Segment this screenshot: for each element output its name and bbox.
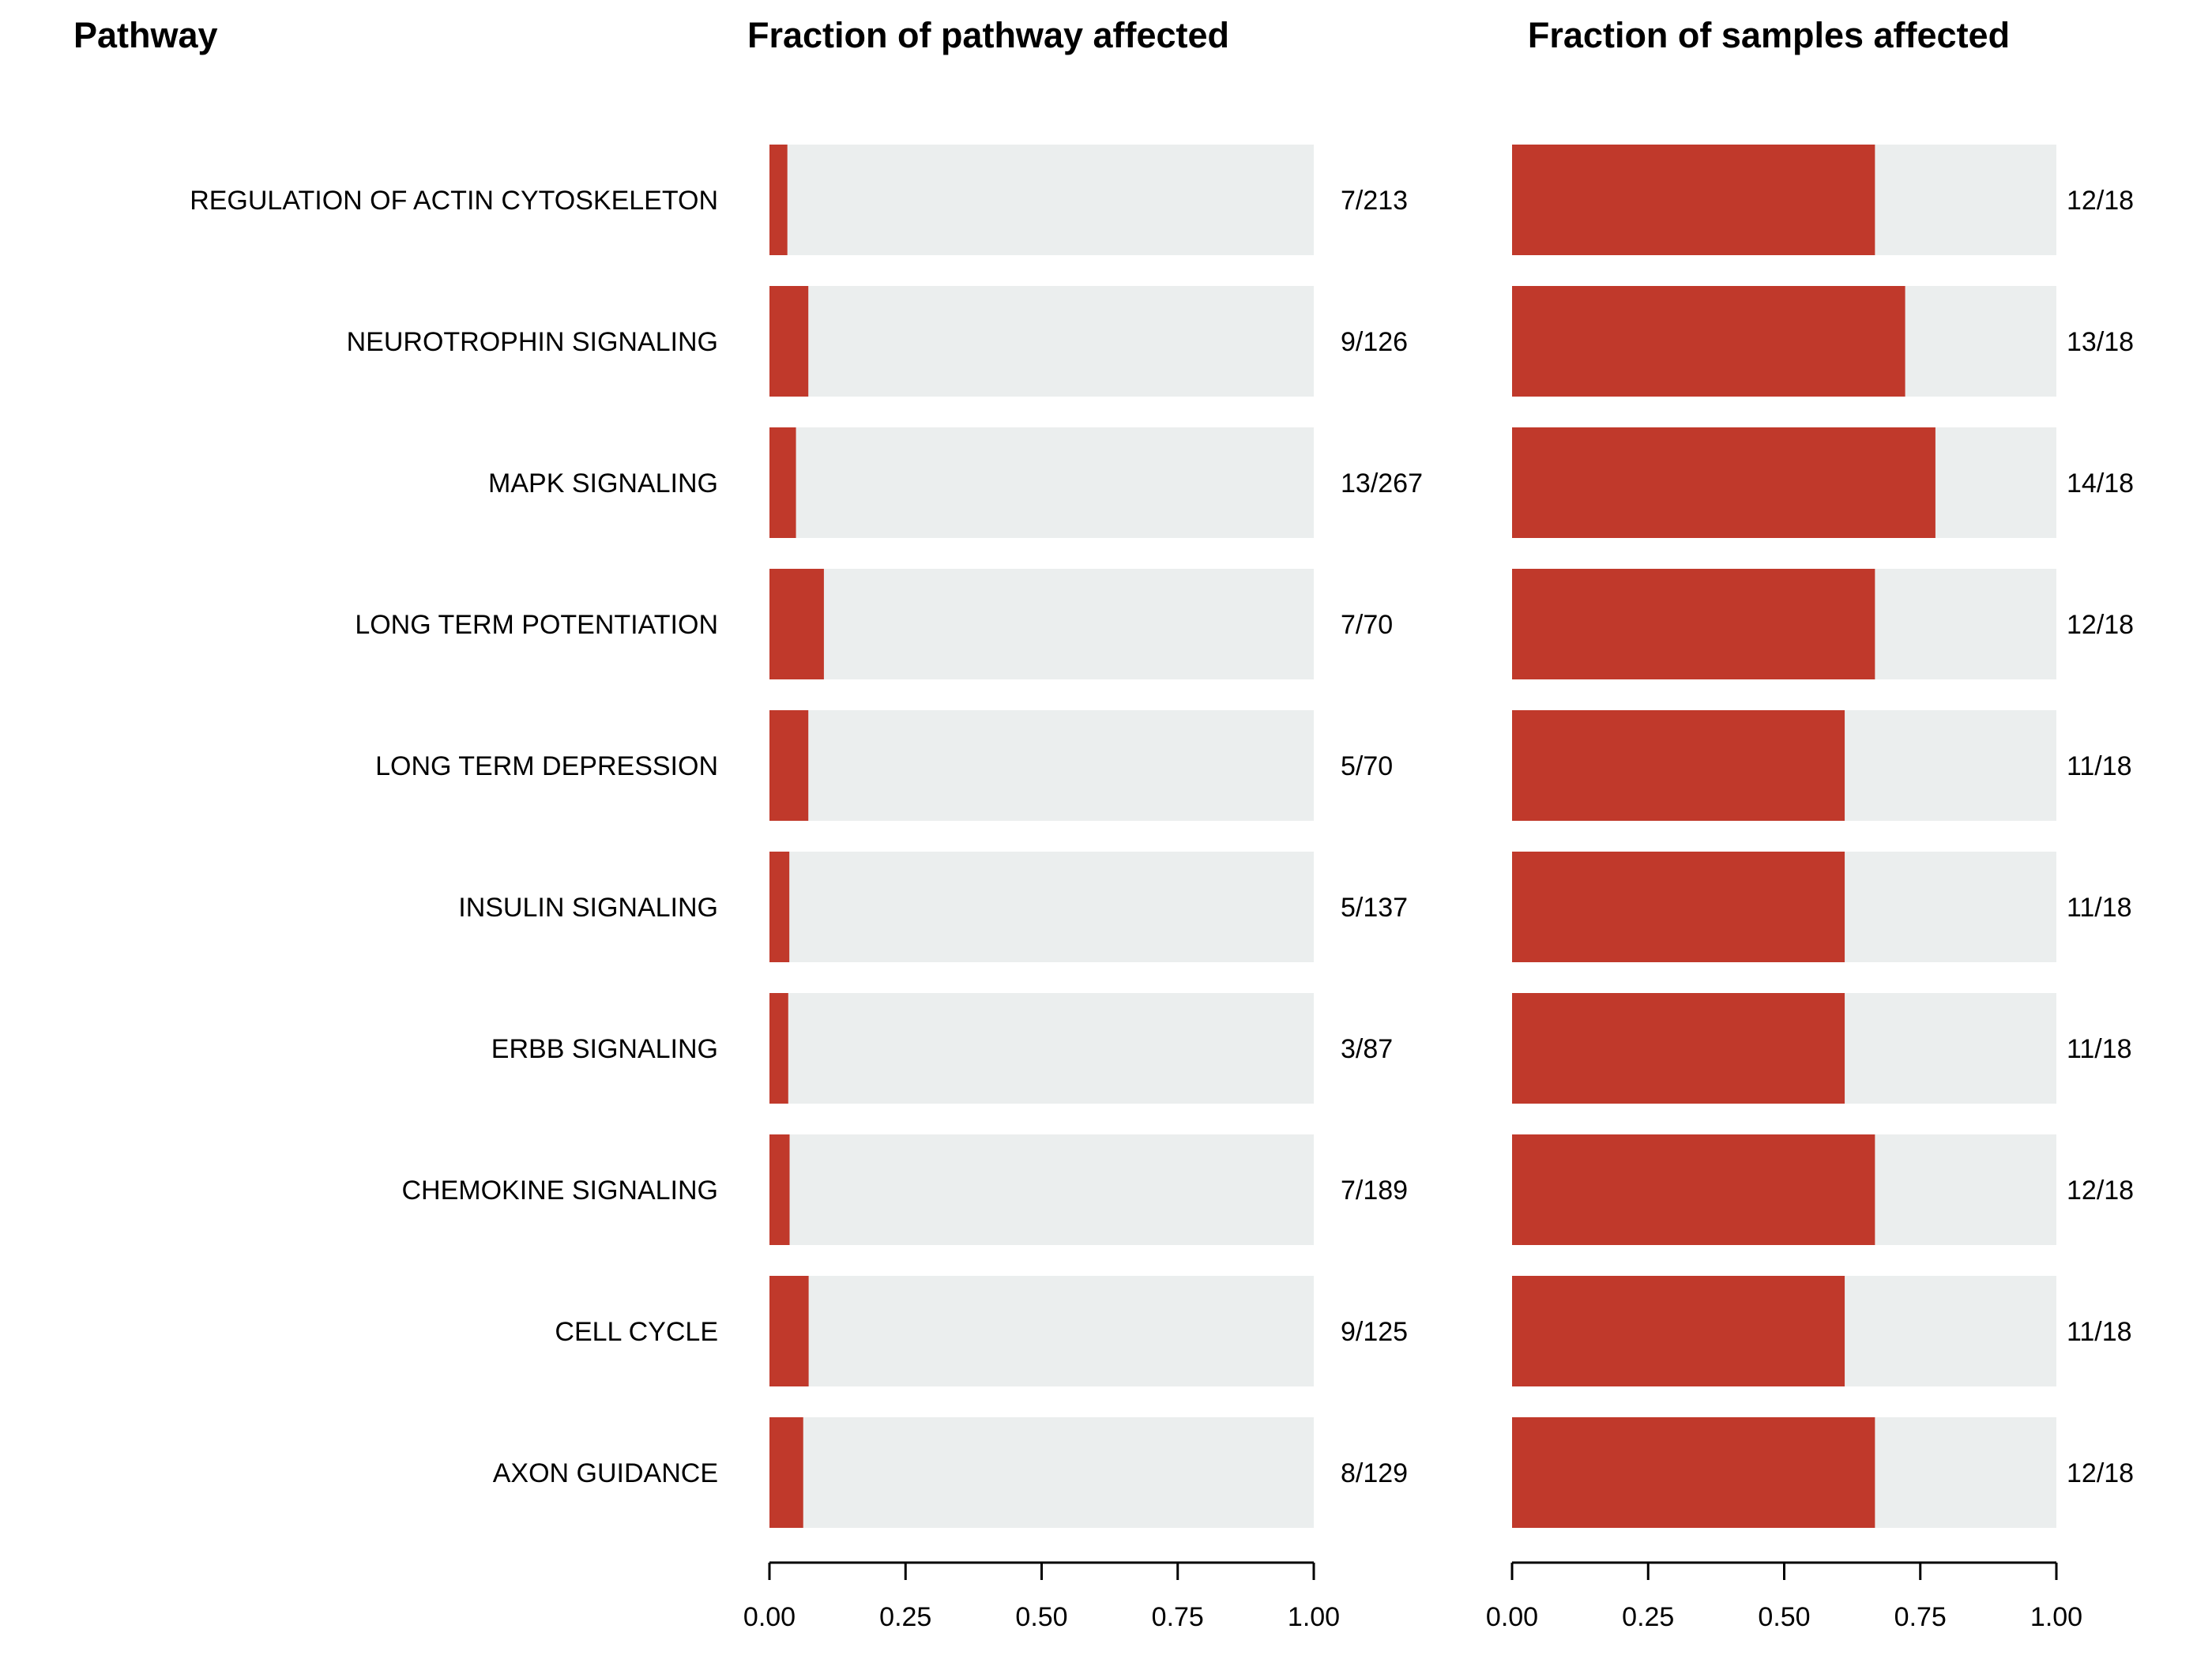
data-label: 12/18 [2067,186,2134,216]
data-label: 14/18 [2067,468,2134,498]
bar-background [769,1276,1314,1386]
data-label: 5/137 [1341,893,1408,923]
x-tick-label: 1.00 [2030,1602,2082,1632]
data-label: 11/18 [2067,1317,2132,1347]
bar [769,1417,803,1528]
bar-background [769,286,1314,397]
data-label: 12/18 [2067,1458,2134,1488]
x-tick-label: 0.25 [879,1602,931,1632]
category-label: MAPK SIGNALING [488,468,718,498]
bar [769,1276,809,1386]
bar-background [769,569,1314,679]
data-label: 9/125 [1341,1317,1408,1347]
category-label: CHEMOKINE SIGNALING [401,1176,718,1206]
x-tick-label: 1.00 [1288,1602,1340,1632]
category-label: ERBB SIGNALING [491,1034,718,1064]
data-label: 13/18 [2067,327,2134,357]
x-tick-label: 0.00 [1486,1602,1538,1632]
bar-background [769,145,1314,255]
x-tick-label: 0.75 [1894,1602,1947,1632]
x-tick-label: 0.00 [743,1602,796,1632]
data-label: 9/126 [1341,327,1408,357]
data-label: 8/129 [1341,1458,1408,1488]
data-label: 3/87 [1341,1034,1393,1064]
category-label: LONG TERM POTENTIATION [355,610,718,640]
bar [769,569,824,679]
bar [1512,1417,1875,1528]
bar-background [769,852,1314,962]
data-label: 7/70 [1341,610,1393,640]
bar [1512,710,1845,821]
bar [1512,286,1905,397]
bar [769,427,796,538]
x-tick-label: 0.75 [1152,1602,1204,1632]
category-label: AXON GUIDANCE [493,1458,718,1488]
data-label: 11/18 [2067,893,2132,923]
category-labels: REGULATION OF ACTIN CYTOSKELETON NEUROTRO… [190,186,718,1488]
data-label: 7/213 [1341,186,1408,216]
data-label: 7/189 [1341,1176,1408,1206]
bar [1512,852,1845,962]
data-label: 12/18 [2067,610,2134,640]
data-label: 12/18 [2067,1176,2134,1206]
panel-pathway-fraction: 7/213 9/126 13/267 7/70 5/70 5/137 3/87 7/189 9/… [743,145,1423,1632]
x-tick-label: 0.25 [1622,1602,1674,1632]
bar-background [769,1134,1314,1245]
bar [1512,145,1875,255]
bar [769,1134,790,1245]
data-label: 5/70 [1341,751,1393,781]
bar [769,852,790,962]
bar [1512,993,1845,1104]
bar-background [769,710,1314,821]
x-tick-label: 0.50 [1015,1602,1067,1632]
category-label: REGULATION OF ACTIN CYTOSKELETON [190,186,718,216]
data-label: 11/18 [2067,751,2132,781]
category-label: NEUROTROPHIN SIGNALING [347,327,718,357]
category-label: INSULIN SIGNALING [458,893,718,923]
pathway-column-header: Pathway [73,15,218,55]
category-label: LONG TERM DEPRESSION [375,751,718,781]
bar [1512,569,1875,679]
bar [1512,427,1936,538]
x-tick-label: 0.50 [1758,1602,1810,1632]
bar-background [769,1417,1314,1528]
bar [769,710,809,821]
data-label: 11/18 [2067,1034,2132,1064]
panel1-title: Fraction of pathway affected [747,15,1229,55]
panel2-title: Fraction of samples affected [1528,15,2010,55]
panel-sample-fraction: 12/18 13/18 14/18 12/18 11/18 11/18 11/18 12/18… [1486,145,2134,1632]
bar [769,286,809,397]
bar [769,993,788,1104]
bar-background [769,993,1314,1104]
bar [769,145,788,255]
data-label: 13/267 [1341,468,1423,498]
bar [1512,1276,1845,1386]
category-label: CELL CYCLE [555,1317,718,1347]
bar [1512,1134,1875,1245]
bar-background [769,427,1314,538]
